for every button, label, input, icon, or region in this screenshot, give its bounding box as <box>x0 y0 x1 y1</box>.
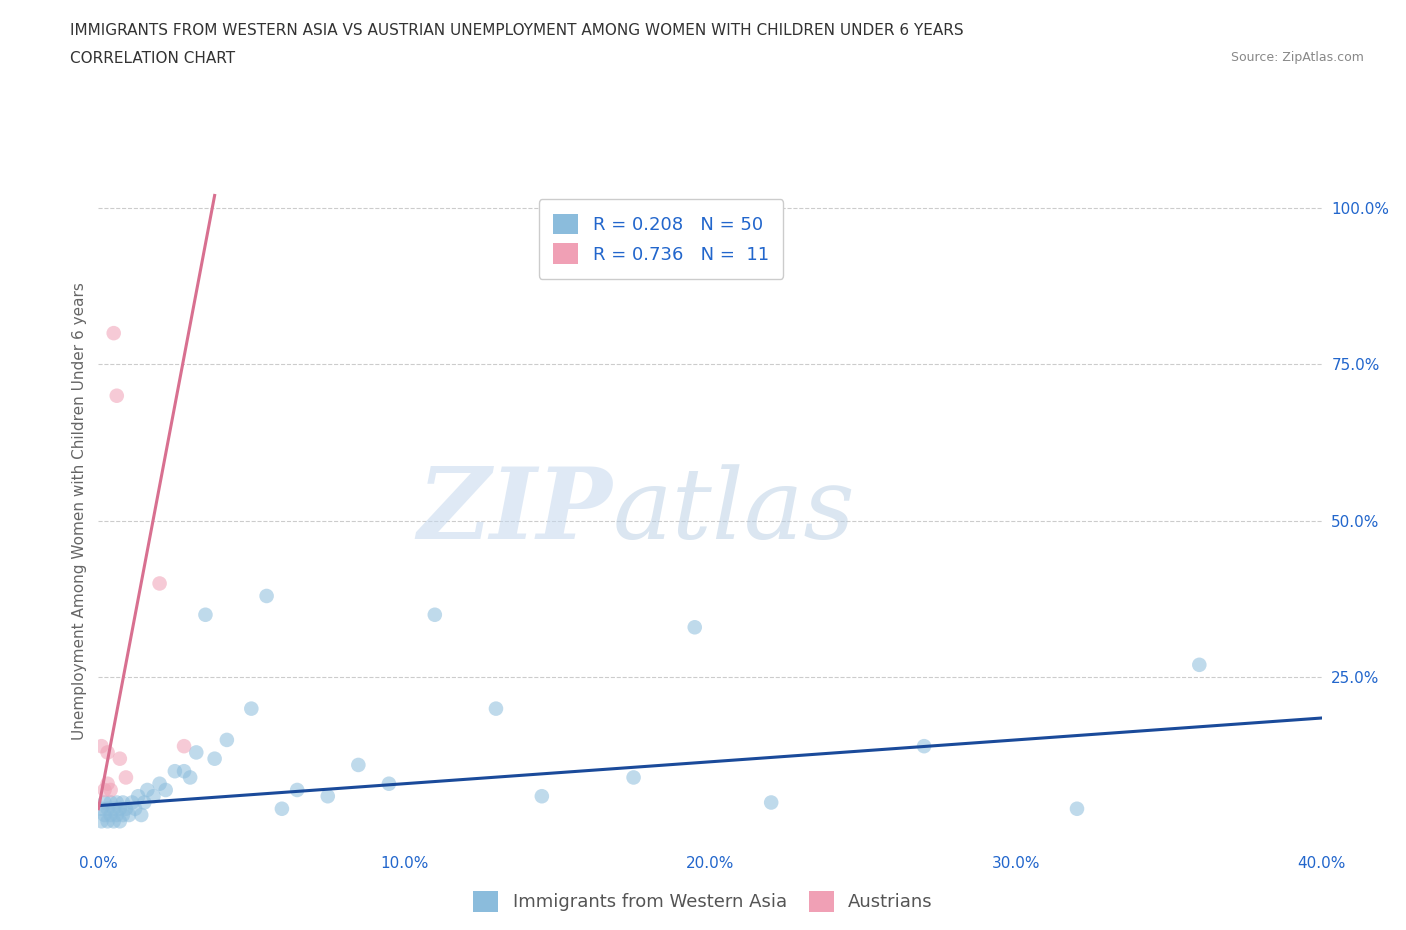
Point <box>90 814 112 829</box>
Point <box>347 758 370 773</box>
Point <box>111 795 134 810</box>
Point <box>105 807 128 822</box>
Text: CORRELATION CHART: CORRELATION CHART <box>70 51 235 66</box>
Point <box>105 795 128 810</box>
Point <box>759 795 782 810</box>
Point <box>108 751 131 766</box>
Point <box>115 802 138 817</box>
Point <box>240 701 263 716</box>
Point <box>316 789 339 804</box>
Point <box>93 807 115 822</box>
Point <box>103 814 125 829</box>
Point <box>100 782 122 797</box>
Text: Source: ZipAtlas.com: Source: ZipAtlas.com <box>1230 51 1364 64</box>
Y-axis label: Unemployment Among Women with Children Under 6 years: Unemployment Among Women with Children U… <box>72 283 87 740</box>
Point <box>163 764 186 778</box>
Point <box>149 576 172 591</box>
Point <box>127 789 149 804</box>
Text: ZIP: ZIP <box>418 463 612 560</box>
Point <box>530 789 553 804</box>
Point <box>100 807 122 822</box>
Point <box>105 389 128 404</box>
Point <box>103 802 125 817</box>
Point <box>108 814 131 829</box>
Point <box>485 701 508 716</box>
Point <box>93 795 115 810</box>
Legend: Immigrants from Western Asia, Austrians: Immigrants from Western Asia, Austrians <box>465 884 941 919</box>
Point <box>149 777 172 791</box>
Point <box>97 745 120 760</box>
Text: atlas: atlas <box>612 464 855 559</box>
Point <box>124 802 146 817</box>
Point <box>136 782 159 797</box>
Point <box>134 795 156 810</box>
Point <box>97 802 120 817</box>
Point <box>623 770 645 785</box>
Text: IMMIGRANTS FROM WESTERN ASIA VS AUSTRIAN UNEMPLOYMENT AMONG WOMEN WITH CHILDREN : IMMIGRANTS FROM WESTERN ASIA VS AUSTRIAN… <box>70 23 965 38</box>
Point <box>111 807 134 822</box>
Point <box>186 745 208 760</box>
Point <box>103 326 125 340</box>
Point <box>179 770 201 785</box>
Point <box>115 770 138 785</box>
Legend: R = 0.208   N = 50, R = 0.736   N =  11: R = 0.208 N = 50, R = 0.736 N = 11 <box>538 199 783 279</box>
Point <box>108 802 131 817</box>
Point <box>285 782 308 797</box>
Point <box>93 782 115 797</box>
Point <box>256 589 278 604</box>
Point <box>118 807 141 822</box>
Point <box>270 802 292 817</box>
Point <box>1188 658 1211 672</box>
Point <box>912 738 935 753</box>
Point <box>142 789 165 804</box>
Point <box>1066 802 1088 817</box>
Point <box>378 777 401 791</box>
Point <box>97 814 120 829</box>
Point <box>683 619 706 634</box>
Point <box>97 777 120 791</box>
Point <box>173 764 195 778</box>
Point <box>215 733 238 748</box>
Point <box>100 795 122 810</box>
Point <box>90 738 112 753</box>
Point <box>129 807 152 822</box>
Point <box>155 782 177 797</box>
Point <box>194 607 217 622</box>
Point <box>90 802 112 817</box>
Point <box>204 751 226 766</box>
Point <box>121 795 143 810</box>
Point <box>173 738 195 753</box>
Point <box>423 607 446 622</box>
